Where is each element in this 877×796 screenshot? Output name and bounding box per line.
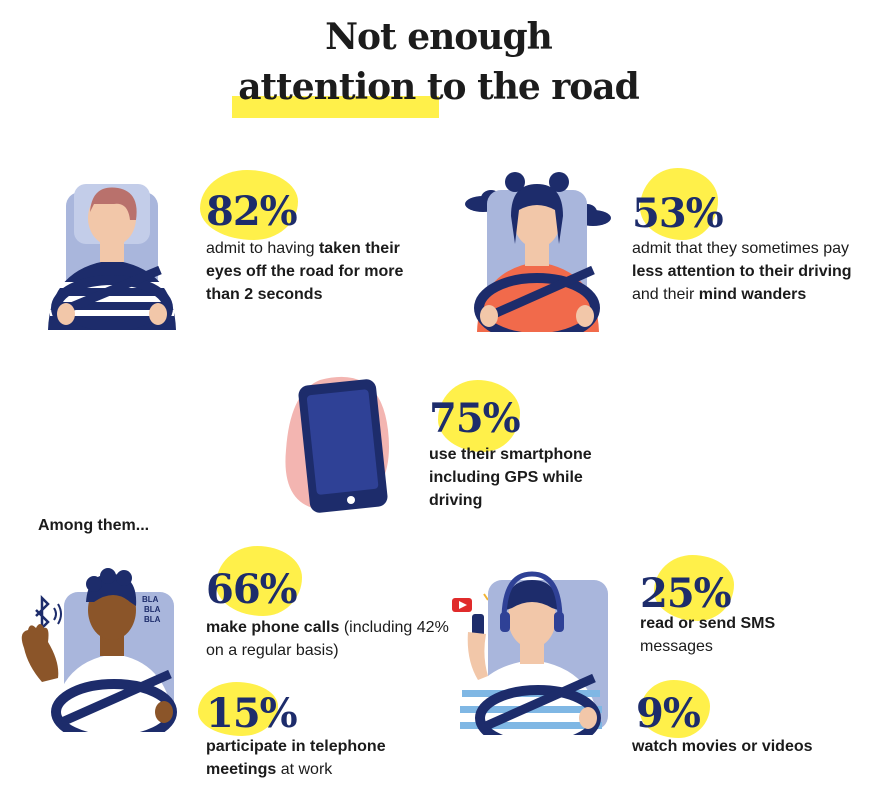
stat-82-text: admit to having taken their eyes off the… [206, 237, 431, 306]
stat-82-value: 82% [206, 188, 298, 235]
stat-66-value: 66% [206, 566, 298, 613]
stat-53-text-plain-1: admit that they sometimes pay [632, 240, 849, 257]
title-highlight [232, 96, 439, 118]
stat-9-text: watch movies or videos [632, 738, 813, 755]
smartphone-icon [285, 376, 389, 513]
stat-53-text: admit that they sometimes pay less atten… [632, 237, 857, 306]
daydreaming-driver-icon [465, 172, 611, 332]
bluetooth-icon [35, 594, 50, 632]
highlight-blob-82 [200, 170, 298, 240]
stat-82-text-bold: taken their eyes off the road for more t… [206, 240, 404, 303]
stat-82-text-plain: admit to having [206, 240, 319, 257]
driver-icon [48, 184, 176, 330]
highlight-blob-15 [198, 682, 278, 736]
stat-25-text-plain: messages [640, 638, 713, 655]
highlight-blob-75 [438, 380, 520, 452]
headphones-driver-icon [452, 571, 608, 735]
phone-call-driver-icon: BLA BLA BLA [21, 568, 177, 732]
stat-15-text-bold: participate in telephone meetings [206, 738, 386, 778]
page-title-line-1: Not enough [325, 16, 553, 58]
stat-66-text-plain: (including 42% on a regular basis) [206, 619, 449, 659]
highlight-blob-9 [640, 680, 710, 738]
highlight-blob-25 [654, 555, 734, 621]
stat-53-text-bold-1: less attention to their driving [632, 263, 852, 280]
stat-75-value: 75% [429, 395, 521, 442]
stat-53-value: 53% [632, 190, 724, 237]
stat-25-value: 25% [640, 570, 732, 617]
stat-53-text-bold-2: mind wanders [698, 286, 807, 303]
highlight-blob-53 [640, 168, 718, 240]
bla-text-3: BLA [144, 615, 161, 624]
stat-15-text-plain: at work [276, 761, 333, 778]
stat-25-text: read or send SMS messages [640, 612, 840, 658]
page-title-line-2: attention to the road [238, 66, 640, 108]
stat-25-text-bold: read or send SMS [640, 615, 776, 632]
stat-15-text: participate in telephone meetings at wor… [206, 735, 436, 781]
stat-9-value: 9% [636, 690, 701, 737]
bla-text-2: BLA [144, 605, 161, 614]
bla-text-1: BLA [142, 595, 159, 604]
stat-66-text: make phone calls (including 42% on a reg… [206, 616, 456, 662]
among-them-label: Among them... [38, 517, 150, 534]
stat-53-text-plain-2: and their [632, 286, 699, 303]
stat-66-text-bold: make phone calls [206, 619, 340, 636]
stat-75-text: use their smartphone including GPS while… [429, 446, 592, 509]
highlight-blob-66 [216, 546, 302, 616]
stat-15-value: 15% [206, 690, 298, 737]
